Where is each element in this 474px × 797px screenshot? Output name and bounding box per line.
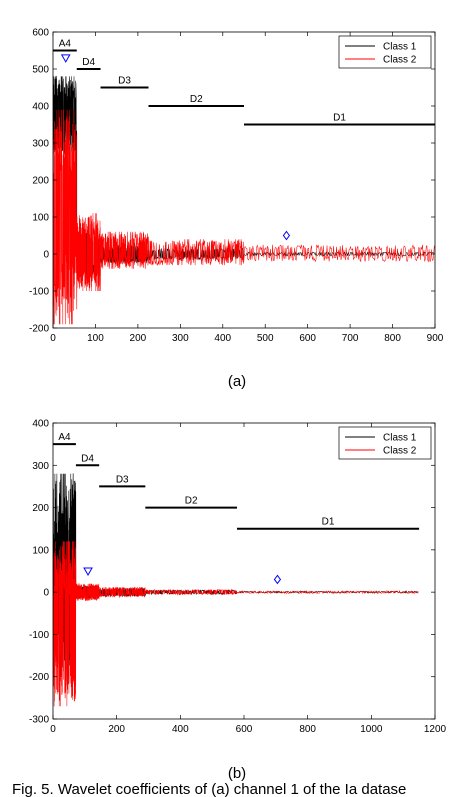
y-tick-label: 300 [32, 461, 49, 472]
series-class-2-line [53, 109, 435, 325]
y-tick-label: 0 [43, 250, 49, 261]
band-d4-label: D4 [82, 57, 95, 68]
y-tick-label: 400 [32, 102, 49, 113]
marker-diamond [282, 230, 291, 241]
band-d3-label: D3 [116, 474, 129, 485]
y-tick-label: -300 [29, 715, 49, 726]
series-class-2-line [53, 541, 419, 707]
axes-frame [52, 31, 436, 329]
y-tick-label: 0 [43, 588, 49, 599]
panel-a: A4 D4 D3 D2 D1 0 100 200 300 400 500 600 700 800 900 -2… [29, 28, 444, 345]
y-tick-label: -200 [29, 324, 49, 335]
band-d1-label: D1 [333, 113, 346, 124]
x-tick-label: 0 [50, 333, 56, 344]
x-tick-label: 600 [236, 724, 253, 735]
band-d2-label: D2 [190, 94, 203, 105]
y-tick-label: 600 [32, 28, 49, 39]
legend-label-class-1: Class 1 [383, 433, 417, 444]
y-tick-label: 100 [32, 213, 49, 224]
x-tick-label: 600 [299, 333, 316, 344]
band-a4-label: A4 [59, 39, 72, 50]
legend-label-class-2: Class 2 [383, 55, 417, 66]
x-tick-label: 800 [299, 724, 316, 735]
legend-label-class-1: Class 1 [383, 42, 417, 53]
marker-triangle [60, 54, 71, 63]
x-tick-label: 200 [130, 333, 147, 344]
y-tick-label: 300 [32, 139, 49, 150]
x-tick-label: 400 [172, 724, 189, 735]
x-tick-label: 200 [108, 724, 125, 735]
x-tick-label: 300 [172, 333, 189, 344]
plot-area [53, 473, 419, 707]
y-tick-label: -200 [29, 672, 49, 683]
panel-b-caption: (b) [228, 765, 246, 782]
band-d3-label: D3 [118, 76, 131, 87]
legend-label-class-2: Class 2 [383, 446, 417, 457]
x-tick-label: 800 [384, 333, 401, 344]
marker-diamond [273, 574, 282, 585]
band-d1-label: D1 [322, 517, 335, 528]
series-class-1-line [53, 76, 435, 277]
axes-frame [52, 422, 436, 720]
x-tick-label: 500 [257, 333, 274, 344]
plot-area [53, 76, 435, 325]
y-tick-label: -100 [29, 287, 49, 298]
x-tick-label: 1200 [424, 724, 447, 735]
x-tick-label: 1000 [360, 724, 383, 735]
legend-box [338, 35, 432, 69]
band-d2-label: D2 [185, 496, 198, 507]
marker-triangle [83, 567, 93, 577]
figure-caption: Fig. 5. Wavelet coefficients of (a) chan… [12, 781, 406, 797]
x-tick-label: 700 [342, 333, 359, 344]
y-tick-label: 500 [32, 65, 49, 76]
y-tick-label: 200 [32, 176, 49, 187]
x-tick-label: 900 [427, 333, 444, 344]
x-tick-label: 0 [50, 724, 56, 735]
legend: Class 1 Class 2 [338, 426, 432, 460]
x-tick-label: 100 [87, 333, 104, 344]
y-tick-label: 200 [32, 503, 49, 514]
series-class-1-line [53, 473, 419, 677]
legend-box [338, 426, 432, 460]
band-d4-label: D4 [81, 453, 94, 464]
band-a4-label: A4 [58, 432, 71, 443]
y-tick-label: 400 [32, 419, 49, 430]
legend: Class 1 Class 2 [338, 35, 432, 69]
panel-a-caption: (a) [228, 373, 246, 390]
y-tick-label: 100 [32, 545, 49, 556]
y-tick-label: -100 [29, 630, 49, 641]
x-tick-label: 400 [214, 333, 231, 344]
